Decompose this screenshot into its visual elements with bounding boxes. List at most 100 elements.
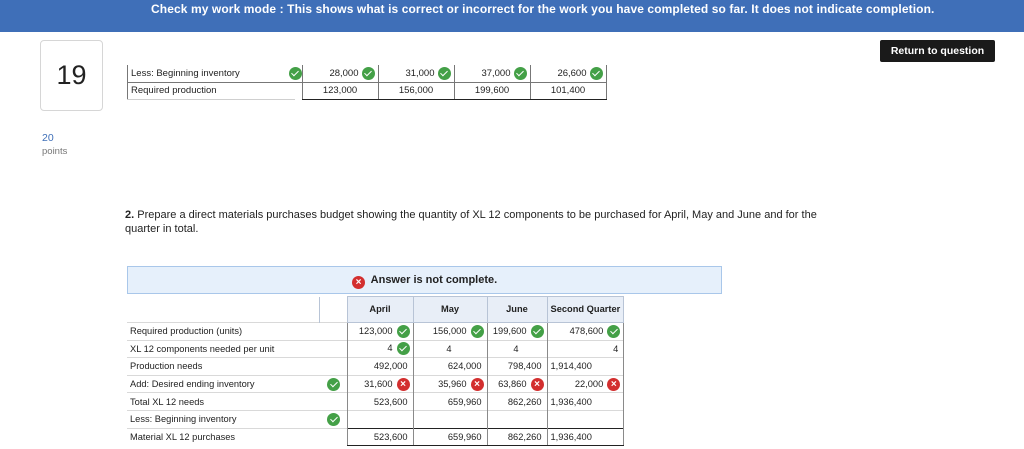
check-circle-icon — [530, 324, 544, 338]
table-row: Less: Beginning inventory — [127, 409, 625, 429]
table-row: XL 12 components needed per unit 4 4 4 4 — [127, 339, 625, 358]
row-label-cell: Less: Beginning inventory — [127, 65, 295, 83]
answer-status: × Answer is not complete. — [352, 274, 497, 289]
cell-value: 492,000 — [373, 361, 408, 372]
value-cell: 624,000 — [412, 357, 487, 376]
production-budget-table: Less: Beginning inventory 28,000 31,000 … — [127, 65, 607, 100]
cell-value: 659,960 — [447, 431, 482, 442]
value-cell[interactable]: 4 — [346, 339, 413, 358]
header-blank — [319, 296, 348, 323]
points-label: points — [42, 146, 68, 157]
value-cell: 1,936,400 — [546, 427, 625, 447]
check-work-banner: Check my work mode : This shows what is … — [0, 0, 1024, 32]
cell-value: 1,936,400 — [550, 431, 592, 442]
row-mark-cell — [319, 339, 347, 358]
check-circle-icon — [607, 324, 621, 338]
header-second-quarter: Second Quarter — [546, 296, 625, 323]
value-cell[interactable] — [546, 409, 625, 429]
table-row: Add: Desired ending inventory 31,600 × 35,9… — [127, 374, 625, 393]
value-cell[interactable]: 28,000 — [301, 65, 378, 83]
row-mark-cell — [319, 392, 347, 411]
x-circle-icon: × — [530, 377, 544, 391]
value-cell: 523,600 — [346, 392, 413, 411]
check-circle-icon — [327, 377, 341, 391]
cell-value: 4 — [446, 343, 452, 354]
value-cell: 798,400 — [486, 357, 547, 376]
row-label-cell: Required production — [127, 82, 295, 100]
cell-value: 37,000 — [481, 67, 511, 79]
question-number: 19 — [40, 40, 103, 111]
value-cell: 4 — [486, 339, 547, 358]
cell-value: 478,600 — [569, 325, 604, 336]
cell-value: 4 — [513, 343, 519, 354]
value-cell[interactable]: 35,960 × — [412, 374, 487, 393]
header-row: April May June Second Quarter — [127, 296, 625, 323]
cell-value: 22,000 — [574, 378, 604, 389]
cell-value: 862,260 — [507, 431, 542, 442]
return-to-question-button[interactable]: Return to question — [880, 40, 995, 62]
instruction-text: Prepare a direct materials purchases bud… — [125, 209, 817, 235]
value-cell[interactable]: 478,600 — [546, 322, 625, 341]
points-value: 20 — [42, 132, 54, 144]
value-cell[interactable] — [346, 409, 413, 429]
budget-table-body: Required production (units) 123,000 156,00… — [127, 322, 625, 447]
cell-value: 624,000 — [447, 361, 482, 372]
row-label: Required production (units) — [127, 322, 319, 341]
check-circle-icon — [589, 66, 603, 80]
value-cell[interactable]: 22,000 × — [546, 374, 625, 393]
value-cell[interactable] — [486, 409, 547, 429]
cell-value: 523,600 — [373, 396, 408, 407]
x-circle-icon: × — [352, 276, 365, 289]
check-circle-icon — [327, 412, 341, 426]
x-circle-icon: × — [396, 377, 410, 391]
cell-value: 523,600 — [373, 431, 408, 442]
value-cell[interactable]: 26,600 — [529, 65, 607, 83]
row-mark-cell — [319, 427, 347, 446]
value-cell[interactable]: 31,600 × — [346, 374, 413, 393]
cell-value: 4 — [387, 343, 393, 354]
value-cell: 862,260 — [486, 427, 547, 447]
x-circle-icon: × — [470, 377, 484, 391]
cell-value: 31,600 — [364, 378, 393, 389]
header-june: June — [486, 296, 548, 323]
row-label: Less: Beginning inventory — [127, 409, 319, 429]
value-cell: 1,936,400 — [546, 392, 625, 411]
cell-value: 862,260 — [507, 396, 542, 407]
question-instruction: 2. Prepare a direct materials purchases … — [125, 209, 835, 236]
table-row: Less: Beginning inventory 28,000 31,000 … — [127, 65, 607, 83]
check-circle-icon — [437, 66, 451, 80]
row-mark-cell — [288, 65, 302, 83]
table-row: Required production 123,000 156,000 199,… — [127, 82, 607, 100]
value-cell[interactable]: 31,000 — [377, 65, 454, 83]
answer-status-text: Answer is not complete. — [370, 274, 498, 286]
check-circle-icon — [288, 66, 302, 80]
table-row: Total XL 12 needs 523,600 659,960 862,260 1,… — [127, 392, 625, 411]
value-cell[interactable]: 123,000 — [346, 322, 413, 341]
value-cell[interactable]: 37,000 — [453, 65, 530, 83]
row-label: Total XL 12 needs — [127, 392, 319, 411]
value-cell: 123,000 — [301, 82, 378, 100]
row-mark-cell — [319, 357, 347, 376]
value-cell: 659,960 — [412, 427, 487, 447]
cell-value: 798,400 — [507, 361, 542, 372]
cell-value: 26,600 — [557, 67, 587, 79]
value-cell[interactable]: 156,000 — [412, 322, 487, 341]
value-cell[interactable]: 63,860 × — [486, 374, 547, 393]
value-cell: 101,400 — [529, 82, 607, 100]
cell-value: 123,000 — [358, 325, 393, 336]
cell-value: 156,000 — [432, 325, 467, 336]
x-circle-icon: × — [607, 377, 621, 391]
value-cell[interactable]: 199,600 — [486, 322, 547, 341]
row-mark-cell — [295, 82, 303, 99]
row-mark-cell — [319, 322, 347, 341]
cell-value: 659,960 — [447, 396, 482, 407]
value-cell: 4 — [546, 339, 625, 358]
value-cell: 659,960 — [412, 392, 487, 411]
header-blank — [127, 296, 320, 323]
value-cell: 862,260 — [486, 392, 547, 411]
cell-value: 35,960 — [438, 378, 467, 389]
row-label: Production needs — [127, 357, 319, 376]
value-cell: 492,000 — [346, 357, 413, 376]
cell-value: 28,000 — [329, 67, 359, 79]
value-cell[interactable] — [412, 409, 487, 429]
